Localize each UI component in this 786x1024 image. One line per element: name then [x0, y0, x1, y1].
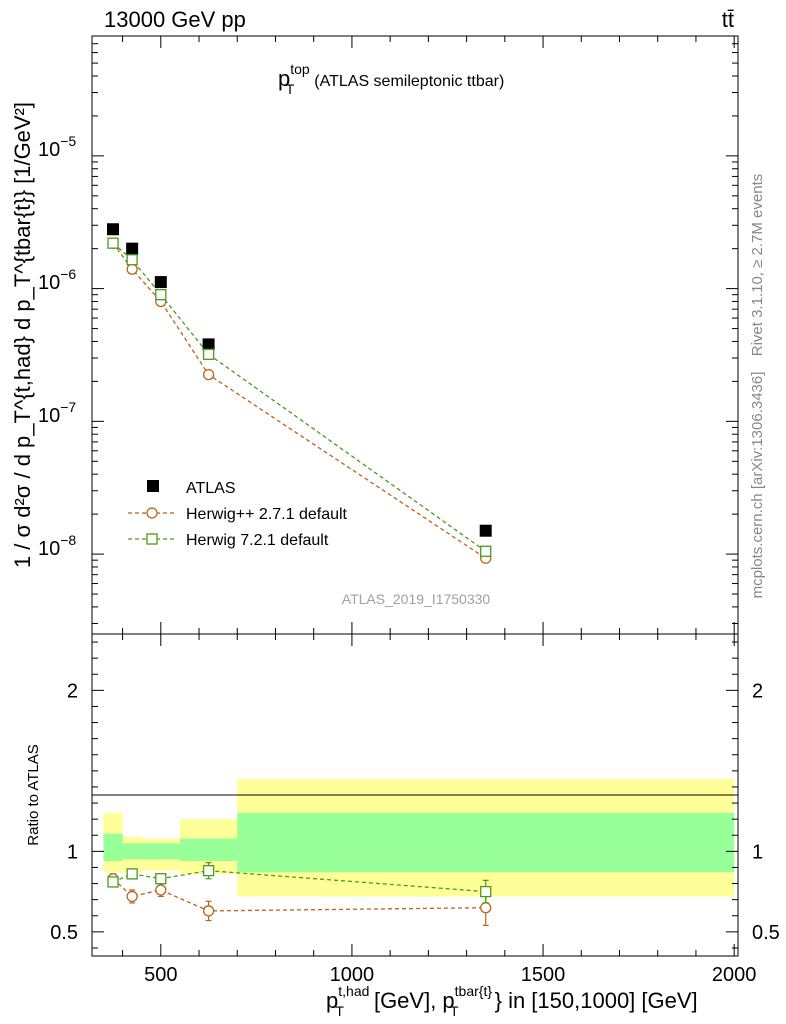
ratio-herwig7-point	[107, 876, 119, 888]
ratio-herwigpp-point	[126, 890, 138, 903]
uncertainty-band-inner	[103, 833, 123, 862]
herwig7-point	[202, 348, 215, 360]
ratio-herwig7-point	[126, 868, 138, 880]
ratio-panel: 0.5 0.5 1 1 2 2 500 1000 1500 2000 Ratio to ATLAS…	[25, 633, 780, 1019]
main-marks	[107, 223, 492, 564]
ratio-ytick-label-right: 1	[752, 841, 763, 863]
rivet-label: Rivet 3.1.10, ≥ 2.7M events	[749, 174, 766, 357]
series-line-1	[112, 242, 487, 559]
ratio-series-line-0	[112, 878, 486, 912]
ratio-ytick-label-right: 2	[752, 680, 763, 702]
ratio-xtick-label: 1500	[521, 964, 566, 986]
ratio-ticks	[92, 634, 738, 956]
legend-herwig7-label: Herwig 7.2.1 default	[186, 532, 329, 549]
ratio-herwigpp-point	[480, 902, 492, 914]
legend-atlas-label: ATLAS	[186, 480, 236, 497]
atlas-point	[107, 223, 120, 236]
ratio-ytick-label: 0.5	[50, 922, 78, 944]
ratio-xlabel: pt,had T [GeV], ptbar{t} T} in [150,1000] […	[326, 983, 698, 1019]
legend-herwig7-marker	[146, 533, 158, 545]
ratio-bands	[103, 778, 735, 897]
atlas-point	[202, 338, 215, 351]
ratio-xtick-label: 2000	[712, 964, 757, 986]
ytick-label-1e-8: 10−8	[38, 532, 76, 560]
herwig7-point	[126, 254, 138, 266]
herwigpp-point	[126, 263, 138, 275]
ratio-herwigpp-point	[155, 884, 167, 896]
ratio-ylabel: Ratio to ATLAS	[25, 744, 42, 845]
atlas-point	[154, 276, 167, 289]
analysis-id: ATLAS_2019_I1750330	[342, 591, 491, 607]
uncertainty-band-inner	[122, 843, 142, 860]
ytick-label-1e-6: 10−6	[38, 266, 76, 294]
uncertainty-band-inner	[237, 812, 735, 873]
herwigpp-point	[202, 368, 215, 381]
ratio-tick-labels: 0.5 0.5 1 1 2 2 500 1000 1500 2000	[50, 680, 780, 986]
legend: ATLAS Herwig++ 2.7.1 default Herwig 7.2.…	[128, 480, 348, 549]
ytick-label-1e-7: 10−7	[38, 399, 76, 427]
ratio-marks	[107, 862, 492, 927]
ytick-label-1e-5: 10−5	[38, 133, 76, 161]
ratio-herwigpp-point	[202, 905, 215, 917]
ratio-herwig7-point	[202, 865, 215, 877]
atlas-point	[479, 524, 492, 537]
main-title: ptop T (ATLAS semileptonic ttbar)	[278, 61, 504, 97]
legend-herwigpp-label: Herwig++ 2.7.1 default	[186, 506, 348, 523]
herwig7-point	[155, 289, 167, 301]
ratio-xtick-label: 500	[144, 964, 177, 986]
uncertainty-band-inner	[141, 843, 180, 860]
ratio-frame	[91, 633, 739, 957]
process-label: tt̄	[722, 7, 734, 32]
atlas-point	[126, 242, 139, 255]
ratio-herwig7-point	[155, 873, 167, 885]
legend-atlas-marker	[147, 480, 159, 492]
main-ytick-labels: 10−5 10−6 10−7 10−8	[38, 133, 76, 560]
main-ylabel: 1 / σ d²σ / d p_T^{t,had} d p_T^{tbar{t}…	[10, 102, 35, 568]
ratio-ytick-label: 2	[67, 680, 78, 702]
main-ticks	[92, 35, 738, 634]
herwig7-point	[107, 237, 119, 249]
ratio-xtick-label: 1000	[330, 964, 375, 986]
energy-label: 13000 GeV pp	[104, 7, 246, 32]
ratio-herwig7-point	[480, 885, 492, 898]
ratio-ytick-label-right: 0.5	[752, 922, 780, 944]
herwig7-point	[480, 545, 492, 557]
mcplots-label: mcplots.cern.ch [arXiv:1306.3436]	[749, 372, 766, 599]
legend-herwigpp-marker	[146, 507, 158, 519]
ratio-ytick-label: 1	[67, 841, 78, 863]
main-panel: ptop T (ATLAS semileptonic ttbar) 1 / σ d²…	[10, 35, 739, 635]
uncertainty-band-inner	[179, 838, 238, 862]
